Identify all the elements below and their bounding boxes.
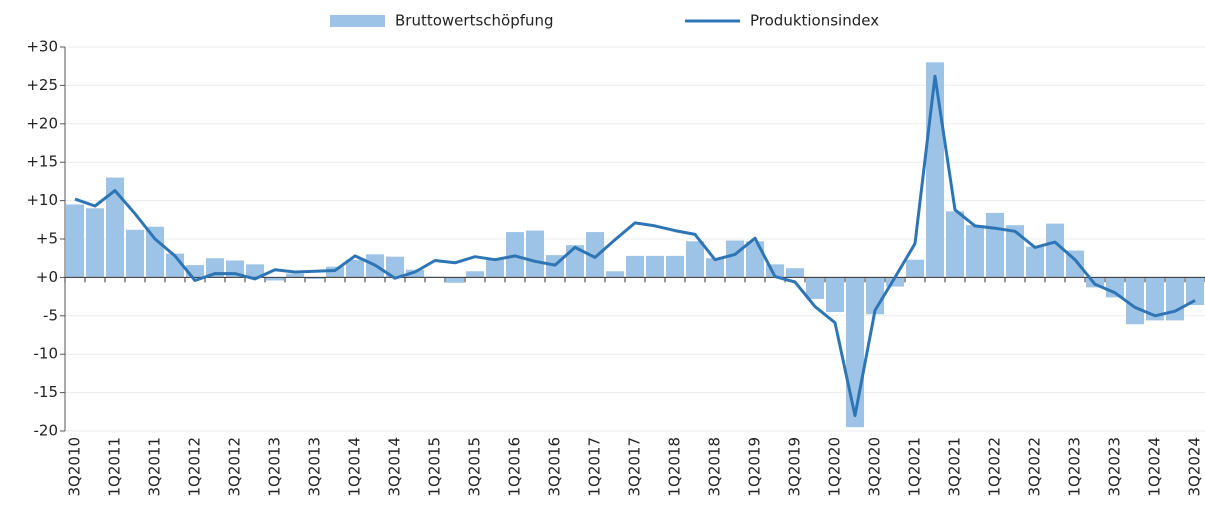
x-tick-label: 3Q2014	[386, 437, 404, 497]
x-tick-label: 3Q2017	[626, 437, 644, 497]
x-tick-label: 3Q2019	[786, 437, 804, 497]
bar	[306, 277, 324, 279]
line	[74, 74, 1196, 418]
bar	[1186, 277, 1204, 306]
y-tick-label: -10	[34, 345, 59, 363]
x-tick-label: 1Q2014	[346, 437, 364, 497]
bar	[246, 264, 264, 278]
bar	[1126, 277, 1144, 325]
x-tick-label: 1Q2011	[106, 437, 124, 497]
bar	[346, 259, 364, 278]
bar	[686, 241, 704, 278]
y-tick-label: +30	[26, 38, 58, 56]
x-tick-label: 1Q2015	[426, 437, 444, 497]
bar	[86, 208, 104, 278]
x-tick-label: 3Q2018	[706, 437, 724, 497]
legend-label: Bruttowertschöpfung	[395, 12, 554, 30]
bar	[926, 62, 944, 278]
x-tick-label: 3Q2015	[466, 437, 484, 497]
bar	[726, 240, 744, 278]
x-tick-label: 1Q2013	[266, 437, 284, 497]
y-tick-label: -15	[34, 383, 59, 401]
bar	[526, 230, 544, 278]
bar	[786, 268, 804, 278]
x-tick-label: 1Q2020	[826, 437, 844, 497]
x-tick-label: 1Q2016	[506, 437, 524, 497]
bar	[986, 212, 1004, 278]
x-tick-label: 3Q2021	[946, 437, 964, 497]
y-tick-label: +5	[36, 230, 58, 248]
y-tick-label: +10	[26, 191, 58, 209]
x-tick-label: 3Q2012	[226, 437, 244, 497]
x-tick-label: 3Q2023	[1106, 437, 1124, 497]
x-tick-label: 3Q2024	[1186, 437, 1204, 497]
bar	[906, 259, 924, 278]
bar	[66, 204, 84, 278]
x-tick-label: 1Q2017	[586, 437, 604, 497]
bar	[486, 258, 504, 278]
bar	[886, 277, 904, 287]
bar	[846, 277, 864, 428]
x-tick-label: 1Q2018	[666, 437, 684, 497]
x-tick-label: 1Q2019	[746, 437, 764, 497]
bar	[586, 232, 604, 278]
bar	[666, 255, 684, 278]
y-tick-label: -5	[43, 306, 58, 324]
bar	[626, 255, 644, 278]
x-tick-label: 3Q2010	[66, 437, 84, 497]
bar	[1006, 225, 1024, 278]
bar	[126, 229, 144, 278]
y-tick-label: +25	[26, 76, 58, 94]
bar	[266, 277, 284, 281]
bar	[1046, 223, 1064, 278]
bar	[146, 226, 164, 278]
bar	[966, 225, 984, 278]
bar	[706, 258, 724, 278]
x-tick-label: 1Q2012	[186, 437, 204, 497]
bar	[106, 177, 124, 278]
y-tick-label: +20	[26, 114, 58, 132]
x-tick-label: 1Q2024	[1146, 437, 1164, 497]
y-tick-label: +0	[36, 268, 58, 286]
legend-swatch	[330, 15, 385, 27]
y-tick-label: +15	[26, 153, 58, 171]
bar	[286, 273, 304, 278]
x-tick-label: 1Q2023	[1066, 437, 1084, 497]
bar	[826, 277, 844, 312]
y-tick-label: -20	[34, 422, 59, 440]
bar	[466, 271, 484, 278]
bar	[1146, 277, 1164, 321]
x-tick-label: 1Q2022	[986, 437, 1004, 497]
bar	[806, 277, 824, 299]
bar	[946, 211, 964, 278]
bar	[446, 277, 464, 283]
x-tick-label: 3Q2022	[1026, 437, 1044, 497]
legend-label: Produktionsindex	[750, 12, 879, 30]
x-tick-label: 3Q2016	[546, 437, 564, 497]
x-tick-label: 3Q2013	[306, 437, 324, 497]
bar	[746, 241, 764, 278]
x-tick-label: 1Q2021	[906, 437, 924, 497]
bar	[1026, 246, 1044, 278]
bar	[646, 255, 664, 278]
x-tick-label: 3Q2020	[866, 437, 884, 497]
bar	[386, 256, 404, 278]
bar	[326, 266, 344, 278]
bar	[606, 271, 624, 278]
x-tick-label: 3Q2011	[146, 437, 164, 497]
